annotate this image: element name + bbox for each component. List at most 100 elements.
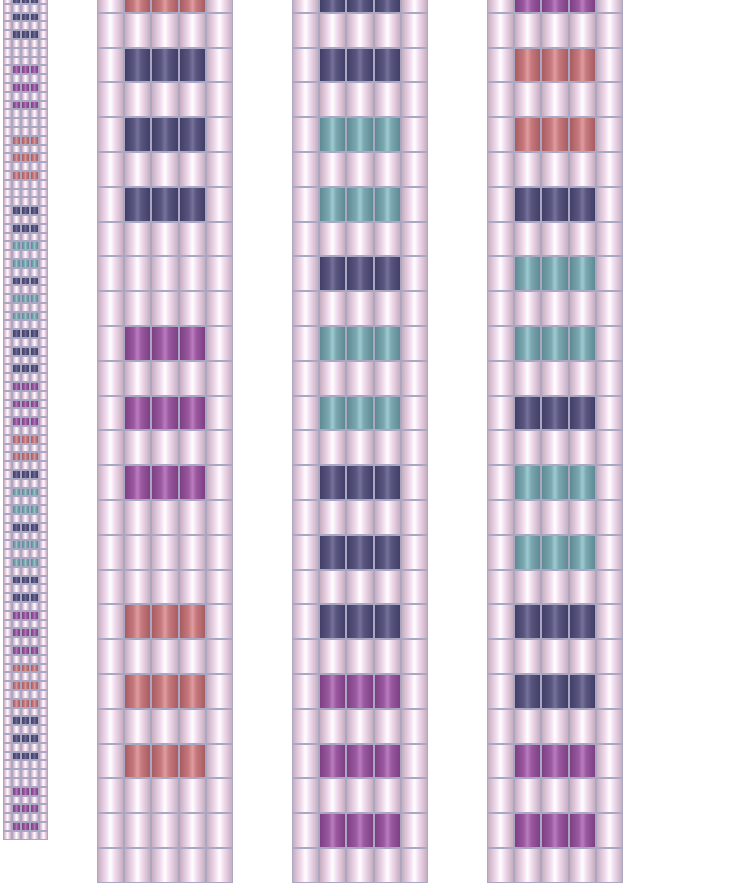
bead — [12, 751, 21, 761]
bead — [373, 743, 401, 779]
bead — [39, 267, 48, 277]
bead — [39, 197, 48, 207]
bead — [21, 302, 30, 312]
bead — [178, 291, 206, 326]
bead-row — [3, 443, 48, 453]
bead — [21, 733, 30, 743]
bead — [39, 170, 48, 180]
bead — [151, 847, 179, 883]
bead — [3, 531, 12, 541]
bead — [21, 566, 30, 576]
bead — [373, 778, 401, 814]
bead — [30, 12, 39, 22]
bead — [178, 151, 206, 187]
bead — [21, 725, 30, 734]
bead — [97, 604, 125, 640]
bead — [373, 847, 401, 883]
bead — [487, 499, 515, 535]
bead — [21, 364, 30, 374]
bead — [3, 170, 12, 180]
bead-row — [3, 470, 48, 479]
bead — [3, 223, 12, 233]
bead — [3, 302, 12, 312]
bead — [39, 821, 48, 831]
bead — [30, 575, 39, 585]
bead — [21, 821, 30, 831]
bead — [124, 673, 152, 709]
bead — [487, 813, 515, 848]
bead-row — [3, 373, 48, 383]
bead — [3, 294, 12, 303]
bead — [12, 223, 21, 233]
bead-row — [3, 672, 48, 682]
bead-row — [3, 382, 48, 391]
bead — [568, 117, 596, 152]
bead-row — [3, 126, 48, 136]
bead — [292, 0, 320, 13]
bead — [568, 0, 596, 13]
bead — [178, 82, 206, 118]
bead — [124, 256, 152, 292]
bead-row — [3, 338, 48, 347]
bead — [487, 256, 515, 292]
bead — [151, 778, 179, 814]
bead — [346, 82, 374, 118]
bead — [568, 325, 596, 361]
bead-row — [487, 673, 623, 709]
bead — [30, 346, 39, 356]
bead — [12, 601, 21, 611]
bead — [39, 461, 48, 471]
bead — [319, 47, 347, 83]
bead-row — [3, 698, 48, 708]
bead — [21, 126, 30, 136]
bead — [514, 465, 542, 500]
bead-row — [97, 534, 233, 570]
bead — [30, 689, 39, 699]
bead — [21, 672, 30, 682]
bead — [21, 760, 30, 770]
bead-row — [487, 639, 623, 674]
bead — [3, 593, 12, 602]
bead — [292, 82, 320, 118]
bead — [12, 109, 21, 119]
bead-row — [97, 186, 233, 222]
bead — [30, 531, 39, 541]
bead — [12, 47, 21, 57]
bead — [21, 56, 30, 66]
bead-row — [3, 426, 48, 435]
bead — [541, 221, 569, 257]
bead — [30, 558, 39, 567]
bead — [373, 465, 401, 500]
bead — [3, 267, 12, 277]
bead — [21, 505, 30, 515]
bead — [12, 566, 21, 576]
bead-row — [292, 291, 428, 326]
bead-row — [3, 3, 48, 13]
bead — [124, 82, 152, 118]
bead — [39, 478, 48, 488]
bead — [12, 179, 21, 189]
bead — [21, 514, 30, 523]
bead — [30, 232, 39, 242]
bead — [39, 382, 48, 391]
bead-row — [3, 197, 48, 207]
bead-row — [3, 496, 48, 506]
bead — [514, 151, 542, 187]
bead — [3, 144, 12, 154]
bead — [3, 126, 12, 136]
bead — [21, 223, 30, 233]
bead — [39, 241, 48, 251]
bead — [292, 778, 320, 814]
bead — [21, 135, 30, 145]
bead — [30, 197, 39, 207]
bead — [205, 117, 233, 152]
bead — [373, 291, 401, 326]
bead-row — [3, 654, 48, 664]
bead — [3, 601, 12, 611]
bead-row — [3, 188, 48, 198]
bead — [487, 325, 515, 361]
bead — [3, 672, 12, 682]
bead — [595, 465, 623, 500]
bead — [30, 3, 39, 13]
bead — [514, 847, 542, 883]
